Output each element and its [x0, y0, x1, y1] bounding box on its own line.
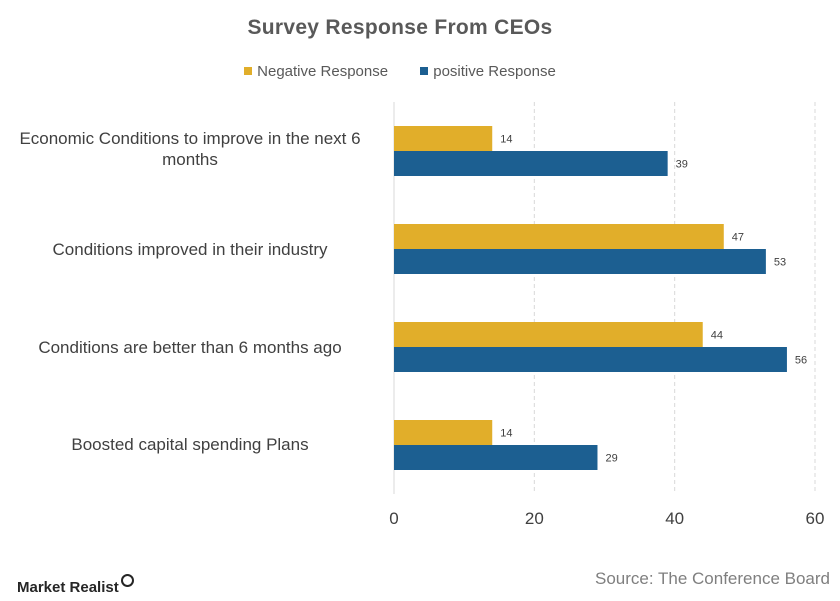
brand-name: Market Realist [17, 579, 119, 596]
data-label-positive-0: 39 [676, 159, 688, 171]
bar-positive-3 [394, 445, 598, 470]
source-note: Source: The Conference Board [595, 569, 830, 588]
legend-label-positive: positive Response [433, 63, 556, 80]
bar-negative-2 [394, 322, 703, 347]
bar-negative-3 [394, 420, 493, 445]
data-label-positive-1: 53 [774, 257, 786, 269]
bar-negative-0 [394, 126, 493, 151]
data-label-negative-0: 14 [500, 134, 512, 146]
legend-swatch-negative [244, 67, 253, 75]
category-label-economic-conditions: Economic Conditions to improve in the ne… [19, 129, 361, 169]
x-tick-label-20: 20 [525, 509, 544, 528]
bar-positive-2 [394, 347, 787, 372]
legend-swatch-positive [420, 67, 429, 75]
data-label-negative-2: 44 [711, 330, 723, 342]
category-label-capital-spending: Boosted capital spending Plans [71, 435, 309, 454]
brand-logo: Market Realist [17, 574, 134, 596]
x-tick-label-40: 40 [665, 509, 684, 528]
data-label-negative-3: 14 [500, 428, 512, 440]
legend-label-negative: Negative Response [257, 63, 389, 80]
category-label-industry: Conditions improved in their industry [52, 240, 328, 259]
data-label-positive-3: 29 [605, 453, 617, 465]
data-label-negative-1: 47 [732, 232, 744, 244]
data-label-positive-2: 56 [795, 355, 807, 367]
category-label-better-than-6-months: Conditions are better than 6 months ago [38, 338, 342, 357]
legend-item-negative: Negative Response [244, 63, 388, 80]
magnifier-icon [120, 574, 134, 587]
chart-title: Survey Response From CEOs [247, 16, 553, 39]
x-tick-label-0: 0 [389, 509, 398, 528]
legend-item-positive: positive Response [420, 63, 556, 80]
bar-positive-1 [394, 249, 766, 274]
bar-negative-1 [394, 224, 724, 249]
bar-positive-0 [394, 151, 668, 176]
x-tick-label-60: 60 [806, 509, 825, 528]
legend: Negative Response positive Response [0, 63, 800, 80]
